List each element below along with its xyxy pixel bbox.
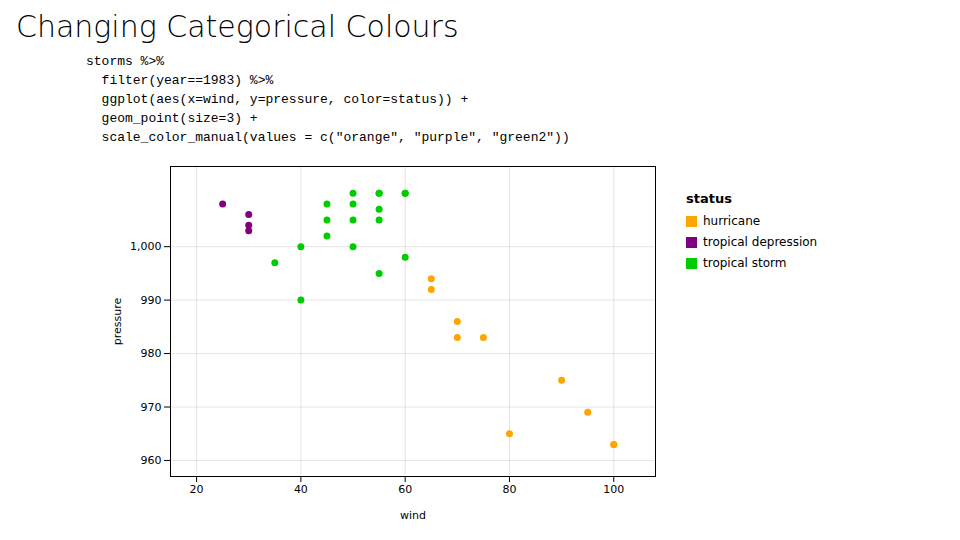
html-text:tropical storm: tropical storm bbox=[703, 256, 787, 270]
svg-text:990: 990 bbox=[141, 294, 162, 307]
svg-text:80: 80 bbox=[502, 483, 516, 496]
html-text:tropical depression: tropical depression bbox=[703, 235, 818, 249]
svg-text:40: 40 bbox=[294, 483, 308, 496]
html-text:status: status bbox=[686, 191, 732, 206]
svg-text:1,000: 1,000 bbox=[130, 240, 162, 253]
svg-text:970: 970 bbox=[141, 401, 162, 414]
svg-text:wind: wind bbox=[400, 509, 426, 522]
svg-text:pressure: pressure bbox=[111, 298, 124, 346]
svg-text:20: 20 bbox=[190, 483, 204, 496]
svg-text:980: 980 bbox=[141, 347, 162, 360]
svg-text:960: 960 bbox=[141, 454, 162, 467]
svg-text:60: 60 bbox=[398, 483, 412, 496]
svg-text:100: 100 bbox=[603, 483, 624, 496]
html-text:storms %>% filter(year==1983): storms %>% filter(year==1983) %>% ggplot… bbox=[86, 54, 570, 145]
html-text:hurricane: hurricane bbox=[703, 214, 761, 228]
html-text:Changing Categorical Colours: Changing Categorical Colours bbox=[16, 9, 459, 44]
